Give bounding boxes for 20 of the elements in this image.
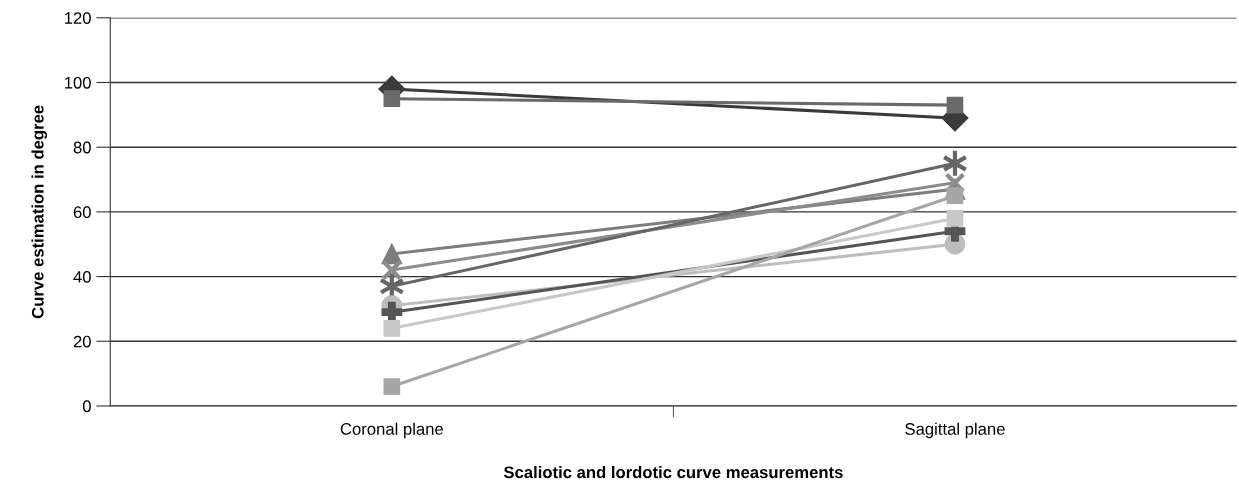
x-tick-label: Sagittal plane [905, 422, 1005, 439]
y-tick-label: 60 [73, 206, 91, 219]
y-tick-label: 100 [64, 76, 91, 89]
x-axis-title: Scaliotic and lordotic curve measurements [503, 465, 843, 479]
point [946, 187, 964, 205]
point [381, 301, 403, 323]
y-axis-title: Curve estimation in degree [31, 105, 48, 319]
point [946, 210, 964, 227]
point [944, 172, 966, 194]
y-tick-label: 0 [82, 400, 91, 413]
y-tick-label: 120 [64, 12, 91, 24]
point [383, 378, 401, 395]
y-tick-label: 40 [73, 270, 91, 283]
y-tick-label: 80 [73, 141, 91, 154]
point [383, 319, 401, 337]
point [946, 96, 964, 114]
point [381, 259, 403, 281]
y-tick-label: 20 [73, 335, 91, 348]
x-tick-label: Coronal plane [340, 422, 443, 439]
point [383, 90, 401, 107]
